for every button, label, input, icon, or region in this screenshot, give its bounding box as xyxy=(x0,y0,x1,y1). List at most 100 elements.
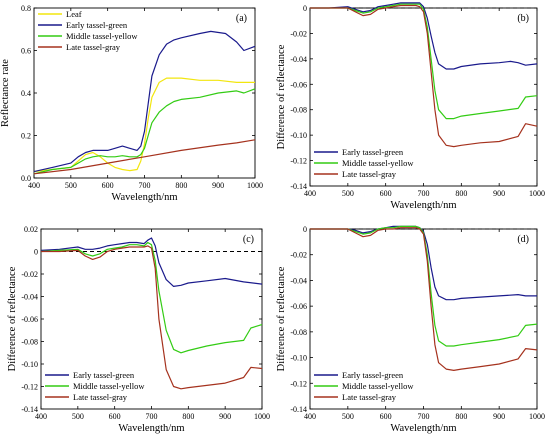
y-tick-label: -0.04 xyxy=(290,55,307,64)
legend-label: Early tassel-green xyxy=(73,370,135,380)
y-tick-label: 0 xyxy=(34,248,38,257)
series-line-late xyxy=(310,227,538,371)
x-tick-label: 600 xyxy=(109,412,121,421)
x-tick-label: 400 xyxy=(304,412,316,421)
series-line-early xyxy=(40,237,263,287)
panel-label: (a) xyxy=(236,13,247,24)
panel-label: (d) xyxy=(517,234,529,245)
x-axis-label: Wavelength/nm xyxy=(390,200,456,211)
x-tick-label: 1000 xyxy=(529,412,545,421)
x-tick-label: 600 xyxy=(380,189,392,198)
x-tick-label: 400 xyxy=(28,181,40,190)
x-tick-label: 700 xyxy=(139,181,151,190)
y-tick-label: -0.02 xyxy=(21,270,38,279)
x-tick-label: 400 xyxy=(35,412,47,421)
y-tick-label: -0.08 xyxy=(290,106,307,115)
series-line-middle xyxy=(310,225,538,347)
y-tick-label: -0.06 xyxy=(290,80,307,89)
legend-label: Middle tassel-yellow xyxy=(73,381,145,391)
series-line-late xyxy=(310,4,538,148)
x-axis-label: Wavelength/nm xyxy=(111,192,177,203)
y-tick-label: -0.14 xyxy=(290,182,307,191)
y-tick-label: 0.6 xyxy=(21,47,31,56)
y-tick-label: -0.08 xyxy=(21,338,38,347)
panel-label: (b) xyxy=(517,13,529,24)
y-tick-label: 0.2 xyxy=(21,132,31,141)
x-tick-label: 800 xyxy=(175,181,187,190)
legend-label: Early tassel-green xyxy=(342,370,404,380)
legend-label: Middle tassel-yellow xyxy=(66,31,138,41)
x-tick-label: 600 xyxy=(102,181,114,190)
x-tick-label: 1000 xyxy=(254,412,270,421)
legend-label: Middle tassel-yellow xyxy=(342,158,414,168)
y-tick-label: -0.12 xyxy=(21,383,38,392)
chart-panel-1: 400 500 600 700 800 900 1000 0.0 0.2 0.4 0.6 0.8 Lea… xyxy=(0,4,263,203)
x-tick-label: 800 xyxy=(455,412,467,421)
y-tick-label: -0.12 xyxy=(290,157,307,166)
x-tick-label: 1000 xyxy=(247,181,263,190)
series-line-late xyxy=(33,139,256,175)
y-tick-label: -0.06 xyxy=(290,302,307,311)
y-tick-label: -0.02 xyxy=(290,29,307,38)
y-tick-label: 0.0 xyxy=(21,174,31,183)
y-axis-label: Reflectance rate xyxy=(0,59,11,127)
y-tick-label: -0.04 xyxy=(290,276,307,285)
chart-panel-4: 400 500 600 700 800 900 1000 0 -0.02 -0.04 -0.06 -0… xyxy=(276,225,545,434)
series-line-late xyxy=(41,245,263,390)
y-axis-label: Difference of reflectance xyxy=(7,266,18,371)
series-line-early xyxy=(33,30,256,173)
series-line-leaf xyxy=(33,77,255,173)
x-tick-label: 1000 xyxy=(529,189,545,198)
y-tick-label: 0 xyxy=(303,4,307,13)
y-tick-label: -0.12 xyxy=(290,379,307,388)
y-tick-label: -0.10 xyxy=(290,354,307,363)
legend-label: Leaf xyxy=(66,9,82,19)
y-tick-label: 0.4 xyxy=(21,89,31,98)
x-tick-label: 500 xyxy=(72,412,84,421)
x-tick-label: 900 xyxy=(219,412,231,421)
series-line-middle xyxy=(40,241,263,354)
legend-label: Early tassel-green xyxy=(66,20,128,30)
x-tick-label: 800 xyxy=(455,189,467,198)
x-tick-label: 900 xyxy=(493,189,505,198)
y-tick-label: 0.02 xyxy=(24,225,38,234)
x-tick-label: 500 xyxy=(65,181,77,190)
y-tick-label: -0.02 xyxy=(290,251,307,260)
legend-label: Late tassel-gray xyxy=(342,169,397,179)
x-tick-label: 900 xyxy=(212,181,224,190)
x-tick-label: 800 xyxy=(182,412,194,421)
x-tick-label: 700 xyxy=(418,412,430,421)
y-axis-label: Difference of reflectance xyxy=(276,266,287,371)
series-line-early xyxy=(310,2,538,70)
chart-panel-3: 400 500 600 700 800 900 1000 0.02 0 -0.02 -0.04 -0.… xyxy=(7,225,270,434)
y-tick-label: -0.04 xyxy=(21,293,38,302)
legend-label: Late tassel-gray xyxy=(73,392,128,402)
y-tick-label: -0.10 xyxy=(290,131,307,140)
x-tick-label: 700 xyxy=(418,189,430,198)
y-tick-label: -0.08 xyxy=(290,328,307,337)
y-tick-label: 0.8 xyxy=(21,4,31,13)
legend-label: Early tassel-green xyxy=(342,147,404,157)
legend-label: Middle tassel-yellow xyxy=(342,381,414,391)
y-tick-label: 0 xyxy=(303,225,307,234)
x-tick-label: 700 xyxy=(146,412,158,421)
x-tick-label: 900 xyxy=(493,412,505,421)
panel-label: (c) xyxy=(243,234,254,245)
legend-label: Late tassel-gray xyxy=(342,392,397,402)
x-axis-label: Wavelength/nm xyxy=(390,423,456,434)
series-line-middle xyxy=(310,3,538,120)
series-line-middle xyxy=(33,88,256,175)
y-tick-label: -0.14 xyxy=(21,405,38,414)
y-tick-label: -0.06 xyxy=(21,315,38,324)
x-tick-label: 400 xyxy=(304,189,316,198)
x-tick-label: 500 xyxy=(342,189,354,198)
x-axis-label: Wavelength/nm xyxy=(118,423,184,434)
y-axis-label: Difference of reflectance xyxy=(276,44,287,149)
legend-label: Late tassel-gray xyxy=(66,42,121,52)
x-tick-label: 500 xyxy=(342,412,354,421)
